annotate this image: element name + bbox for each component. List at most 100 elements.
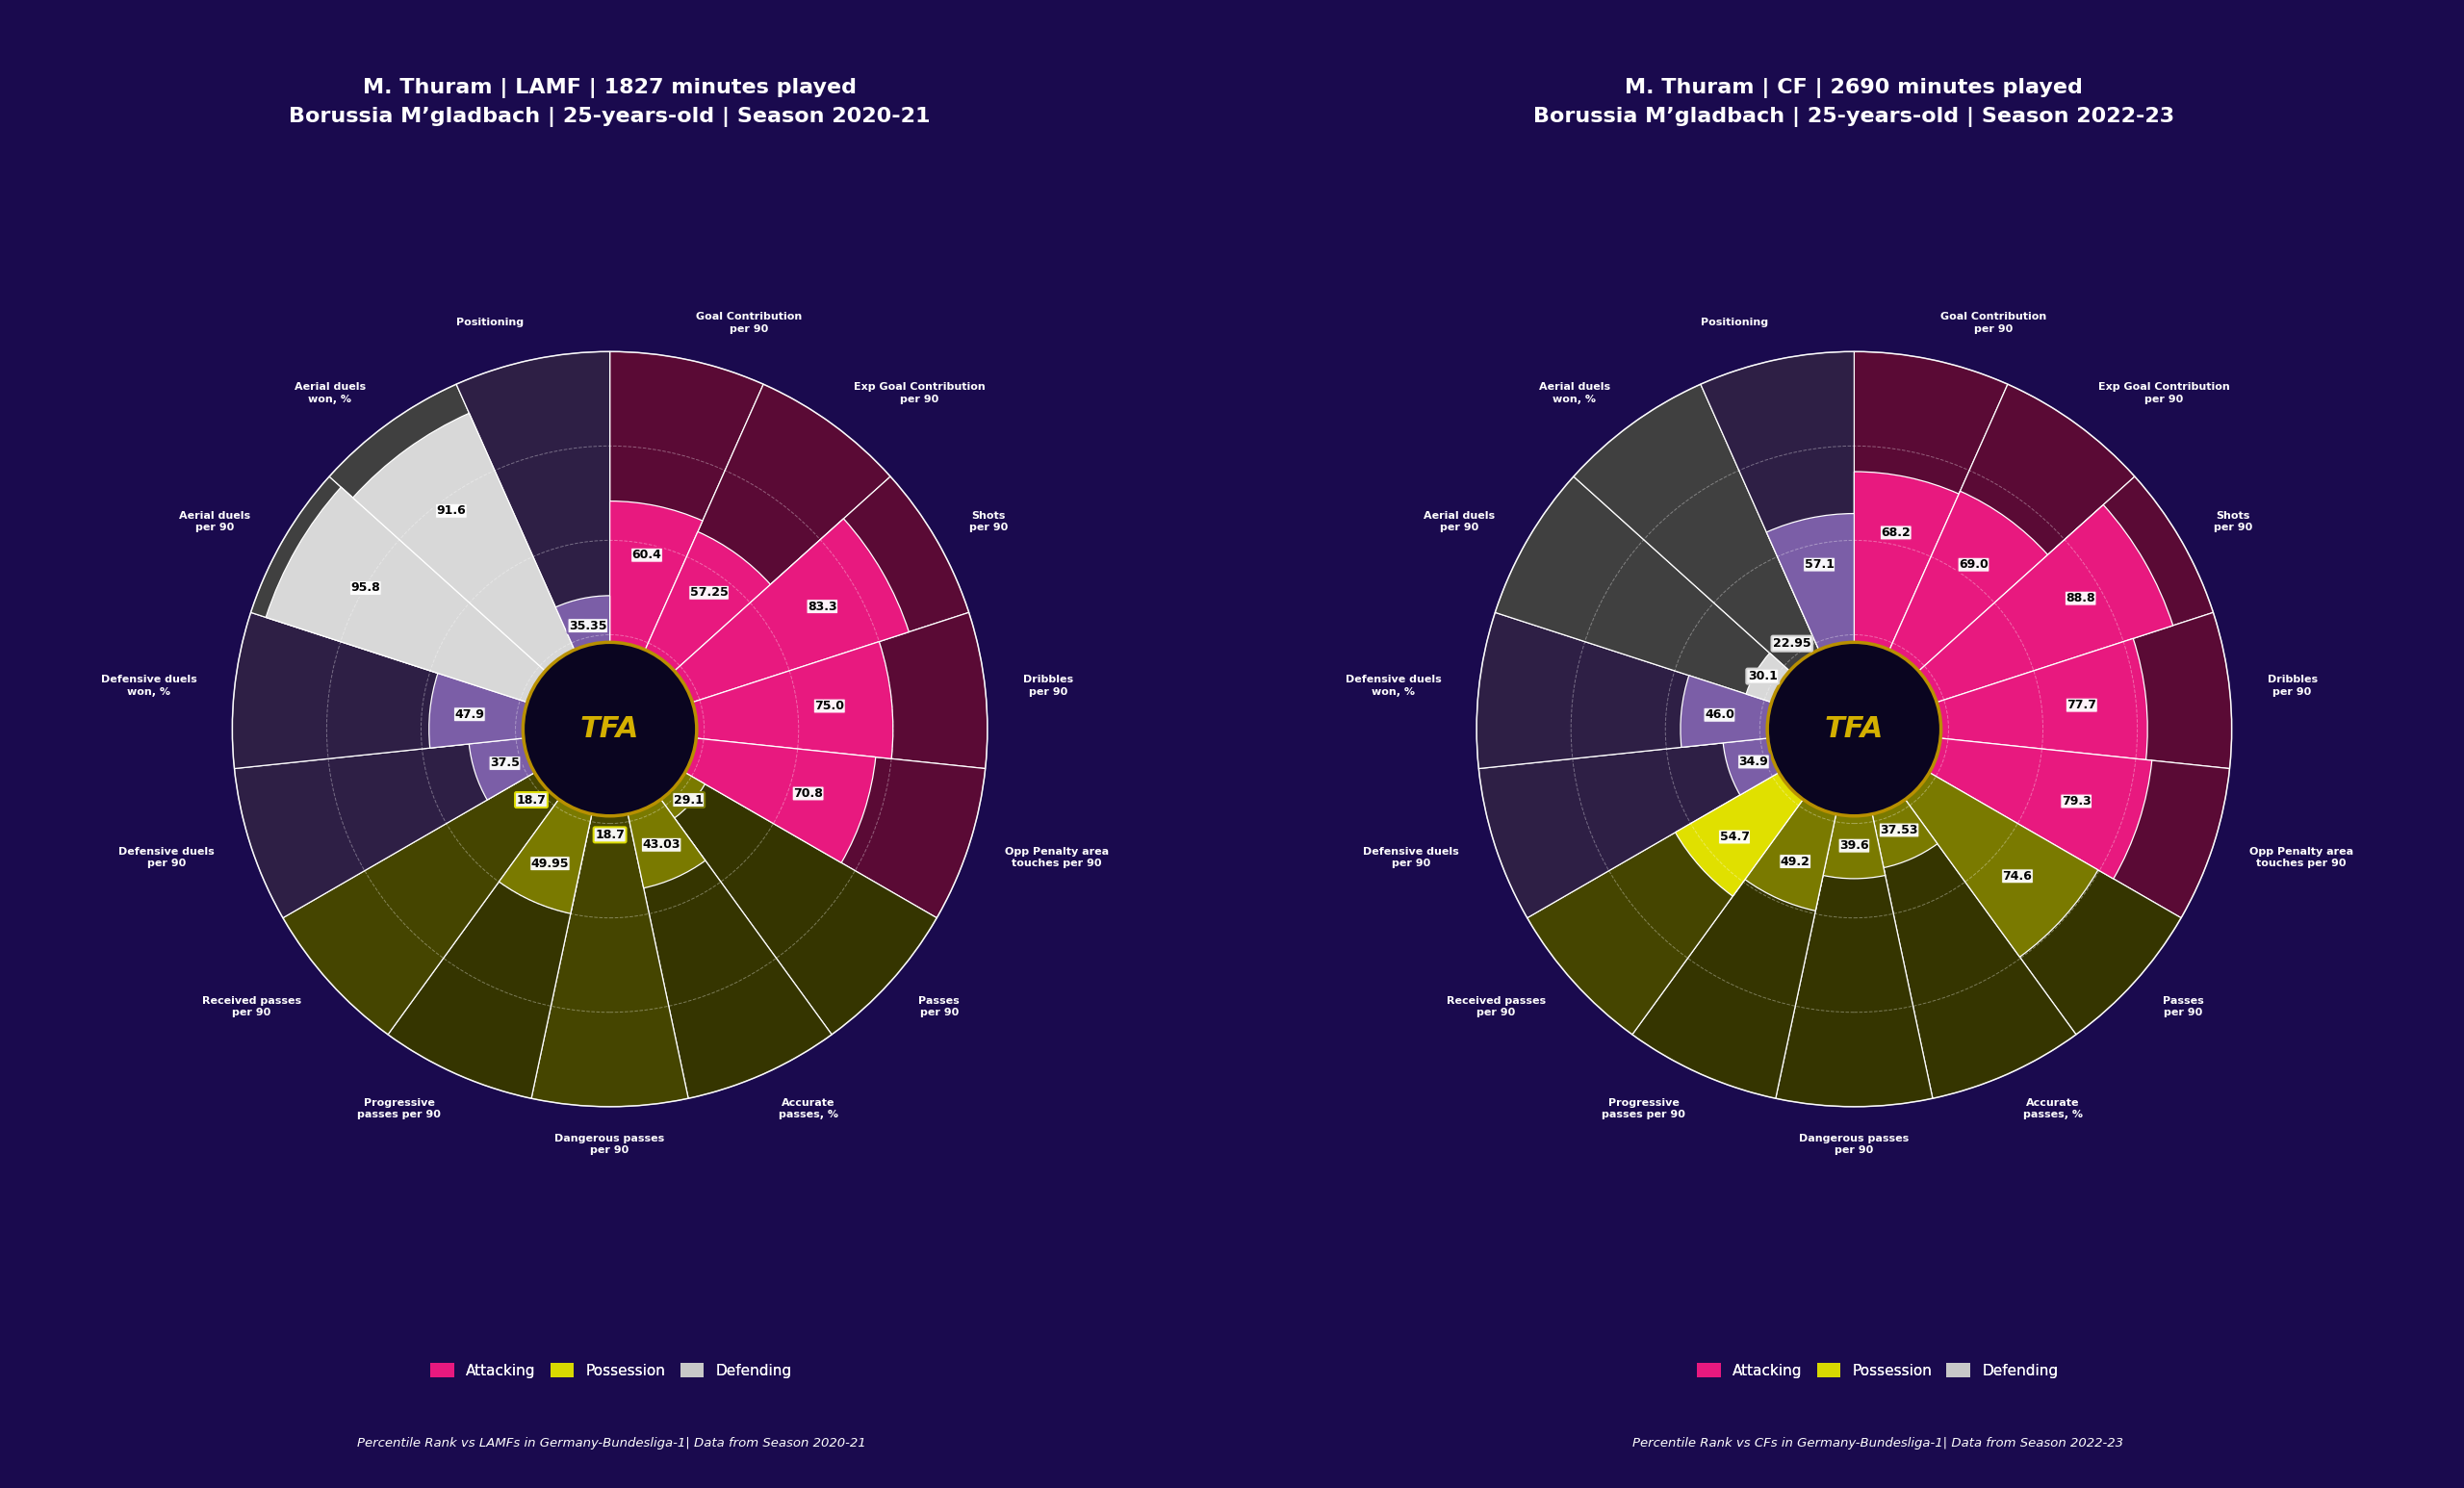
Circle shape — [1767, 643, 1942, 815]
Text: Goal Contribution
per 90: Goal Contribution per 90 — [1942, 312, 2048, 333]
Text: 77.7: 77.7 — [2067, 699, 2097, 711]
Wedge shape — [352, 414, 611, 729]
Text: Progressive
passes per 90: Progressive passes per 90 — [1602, 1098, 1685, 1119]
Wedge shape — [611, 729, 936, 1034]
Text: Defensive duels
per 90: Defensive duels per 90 — [118, 847, 214, 868]
Wedge shape — [232, 613, 611, 769]
Wedge shape — [1478, 729, 1855, 918]
Wedge shape — [611, 729, 705, 818]
Wedge shape — [1855, 729, 2151, 879]
Text: 88.8: 88.8 — [2065, 592, 2094, 604]
Text: Accurate
passes, %: Accurate passes, % — [2023, 1098, 2082, 1119]
Text: Positioning: Positioning — [1700, 318, 1767, 327]
Wedge shape — [1855, 472, 1959, 729]
Text: Positioning: Positioning — [456, 318, 522, 327]
Legend: Attacking, Possession, Defending: Attacking, Possession, Defending — [1690, 1357, 2065, 1384]
Wedge shape — [456, 351, 611, 729]
Title: M. Thuram | LAMF | 1827 minutes played
Borussia M’gladbach | 25-years-old | Seas: M. Thuram | LAMF | 1827 minutes played B… — [288, 77, 931, 128]
Text: 69.0: 69.0 — [1959, 558, 1988, 571]
Wedge shape — [1777, 729, 1932, 1107]
Wedge shape — [283, 729, 611, 1034]
Wedge shape — [1855, 504, 2173, 729]
Wedge shape — [532, 729, 687, 1107]
Wedge shape — [1855, 351, 2008, 729]
Wedge shape — [596, 729, 623, 799]
Text: Exp Goal Contribution
per 90: Exp Goal Contribution per 90 — [2099, 382, 2230, 403]
Text: 95.8: 95.8 — [350, 582, 379, 594]
Text: Aerial duels
won, %: Aerial duels won, % — [1538, 382, 1609, 403]
Text: Received passes
per 90: Received passes per 90 — [1446, 997, 1545, 1018]
Text: Accurate
passes, %: Accurate passes, % — [779, 1098, 838, 1119]
Wedge shape — [1700, 351, 1855, 729]
Wedge shape — [611, 729, 833, 1098]
Wedge shape — [1855, 729, 2230, 918]
Wedge shape — [611, 501, 702, 729]
Wedge shape — [1855, 729, 2181, 1034]
Text: 18.7: 18.7 — [594, 829, 626, 841]
Text: TFA: TFA — [1826, 716, 1882, 743]
Text: Aerial duels
per 90: Aerial duels per 90 — [1424, 510, 1496, 533]
Text: 49.95: 49.95 — [532, 857, 569, 870]
Text: Dangerous passes
per 90: Dangerous passes per 90 — [1799, 1134, 1910, 1155]
Text: 46.0: 46.0 — [1705, 708, 1735, 722]
Wedge shape — [1722, 729, 1855, 795]
Text: 79.3: 79.3 — [2062, 795, 2092, 808]
Wedge shape — [1631, 729, 1855, 1098]
Text: Shots
per 90: Shots per 90 — [968, 510, 1008, 533]
Legend: Attacking, Possession, Defending: Attacking, Possession, Defending — [424, 1357, 798, 1384]
Circle shape — [522, 643, 697, 815]
Text: 57.1: 57.1 — [1804, 558, 1833, 571]
Text: 35.35: 35.35 — [569, 619, 606, 632]
Text: 18.7: 18.7 — [517, 793, 547, 806]
Text: Dangerous passes
per 90: Dangerous passes per 90 — [554, 1134, 665, 1155]
Wedge shape — [1745, 729, 1855, 911]
Wedge shape — [611, 519, 909, 729]
Text: Defensive duels
per 90: Defensive duels per 90 — [1363, 847, 1459, 868]
Text: Dribbles
per 90: Dribbles per 90 — [1023, 676, 1072, 696]
Wedge shape — [611, 531, 771, 729]
Wedge shape — [611, 641, 892, 759]
Wedge shape — [611, 729, 875, 863]
Text: Opp Penalty area
touches per 90: Opp Penalty area touches per 90 — [1005, 847, 1109, 868]
Wedge shape — [1767, 513, 1855, 729]
Text: 49.2: 49.2 — [1781, 856, 1811, 868]
Wedge shape — [1855, 384, 2134, 729]
Wedge shape — [611, 384, 890, 729]
Wedge shape — [1680, 676, 1855, 747]
Text: 37.5: 37.5 — [490, 757, 520, 769]
Text: Defensive duels
won, %: Defensive duels won, % — [101, 676, 197, 696]
Text: Goal Contribution
per 90: Goal Contribution per 90 — [697, 312, 803, 333]
Text: 68.2: 68.2 — [1880, 527, 1910, 539]
Wedge shape — [611, 476, 968, 729]
Text: 22.95: 22.95 — [1774, 637, 1811, 650]
Wedge shape — [1855, 638, 2149, 760]
Wedge shape — [330, 384, 611, 729]
Text: Dribbles
per 90: Dribbles per 90 — [2267, 676, 2316, 696]
Wedge shape — [387, 729, 611, 1098]
Wedge shape — [1855, 729, 2077, 1098]
Wedge shape — [1855, 613, 2232, 769]
Wedge shape — [1528, 729, 1855, 1034]
Text: Received passes
per 90: Received passes per 90 — [202, 997, 301, 1018]
Text: Exp Goal Contribution
per 90: Exp Goal Contribution per 90 — [855, 382, 986, 403]
Text: 74.6: 74.6 — [2003, 870, 2033, 882]
Text: Passes
per 90: Passes per 90 — [919, 997, 958, 1018]
Text: 91.6: 91.6 — [436, 504, 466, 518]
Text: TFA: TFA — [582, 716, 638, 743]
Text: Aerial duels
won, %: Aerial duels won, % — [293, 382, 365, 403]
Wedge shape — [429, 673, 611, 748]
Text: Progressive
passes per 90: Progressive passes per 90 — [357, 1098, 441, 1119]
Wedge shape — [1855, 476, 2213, 729]
Text: Aerial duels
per 90: Aerial duels per 90 — [180, 510, 251, 533]
Text: 60.4: 60.4 — [631, 549, 663, 561]
Text: Percentile Rank vs LAMFs in Germany-Bundesliga-1| Data from Season 2020-21: Percentile Rank vs LAMFs in Germany-Bund… — [357, 1437, 865, 1449]
Text: Defensive duels
won, %: Defensive duels won, % — [1345, 676, 1441, 696]
Wedge shape — [611, 729, 986, 918]
Wedge shape — [1476, 613, 1855, 769]
Text: Opp Penalty area
touches per 90: Opp Penalty area touches per 90 — [2250, 847, 2353, 868]
Wedge shape — [1496, 476, 1855, 729]
Text: 29.1: 29.1 — [673, 793, 702, 806]
Wedge shape — [611, 351, 764, 729]
Text: 30.1: 30.1 — [1747, 670, 1777, 683]
Wedge shape — [251, 476, 611, 729]
